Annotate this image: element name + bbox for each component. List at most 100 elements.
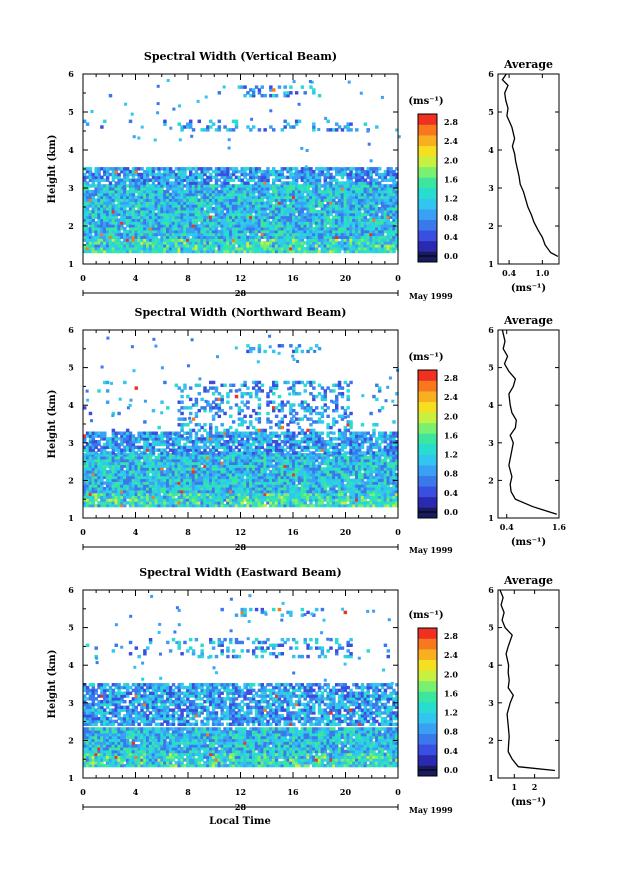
heatmap-cell bbox=[146, 486, 150, 491]
heatmap-cell bbox=[148, 453, 153, 457]
heatmap-cell bbox=[332, 249, 336, 254]
heatmap-cell bbox=[151, 178, 156, 182]
heatmap-cell bbox=[131, 501, 136, 505]
heatmap-cell bbox=[111, 501, 116, 505]
heatmap-cell bbox=[105, 495, 110, 499]
heatmap-cell bbox=[146, 178, 150, 182]
heatmap-cell bbox=[188, 189, 193, 194]
heatmap-cell bbox=[220, 489, 224, 494]
heatmap-cell bbox=[229, 229, 233, 234]
heatmap-cell bbox=[209, 232, 213, 237]
heatmap-cell bbox=[323, 175, 328, 180]
heatmap-cell bbox=[168, 453, 173, 457]
heatmap-cell bbox=[83, 495, 87, 499]
heatmap-cell bbox=[323, 503, 328, 508]
heatmap-cell bbox=[206, 455, 210, 460]
heatmap-cell bbox=[263, 246, 267, 251]
heatmap-cell bbox=[383, 244, 388, 248]
heatmap-cell bbox=[303, 195, 307, 200]
heatmap-cell bbox=[214, 486, 219, 491]
heatmap-cell bbox=[372, 241, 376, 245]
heatmap-cell bbox=[100, 249, 104, 254]
heatmap-cell bbox=[146, 472, 150, 477]
heatmap-cell bbox=[186, 501, 190, 505]
heatmap-cell bbox=[372, 221, 376, 225]
heatmap-cell bbox=[246, 498, 250, 502]
heatmap-cell bbox=[197, 241, 202, 245]
heatmap-cell bbox=[329, 167, 333, 171]
heatmap-cell bbox=[229, 484, 233, 488]
heatmap-cell bbox=[168, 226, 173, 231]
heatmap-cell bbox=[88, 169, 93, 174]
heatmap-cell bbox=[117, 192, 121, 197]
heatmap-cell bbox=[389, 204, 393, 208]
heatmap-cell bbox=[269, 249, 273, 254]
heatmap-cell bbox=[111, 484, 116, 488]
heatmap-cell bbox=[223, 212, 227, 217]
heatmap-cell bbox=[220, 461, 224, 466]
heatmap-cell bbox=[372, 184, 376, 188]
heatmap-cell bbox=[131, 235, 136, 239]
heatmap-cell bbox=[263, 189, 267, 194]
heatmap-cell bbox=[286, 478, 290, 482]
heatmap-cell bbox=[289, 91, 293, 95]
heatmap-cell bbox=[117, 204, 121, 208]
heatmap-cell bbox=[214, 229, 219, 234]
heatmap-cell bbox=[85, 169, 90, 174]
heatmap-cell bbox=[105, 470, 110, 474]
heatmap-cell bbox=[369, 226, 373, 231]
heatmap-cell bbox=[289, 175, 293, 180]
heatmap-cell bbox=[220, 187, 224, 191]
heatmap-cell bbox=[395, 218, 399, 222]
heatmap-cell bbox=[294, 478, 299, 482]
heatmap-cell bbox=[143, 244, 147, 248]
heatmap-cell bbox=[85, 209, 90, 214]
heatmap-cell bbox=[200, 486, 204, 491]
heatmap-cell bbox=[143, 224, 147, 228]
heatmap-cell bbox=[289, 470, 293, 474]
heatmap-cell bbox=[357, 238, 362, 242]
heatmap-cell bbox=[237, 235, 242, 239]
heatmap-cell bbox=[148, 195, 153, 200]
heatmap-cell bbox=[363, 209, 368, 214]
heatmap-cell bbox=[312, 464, 316, 468]
heatmap-cell bbox=[191, 195, 196, 200]
heatmap-cell bbox=[100, 481, 104, 485]
heatmap-cell bbox=[177, 481, 181, 485]
heatmap-cell bbox=[297, 453, 302, 457]
heatmap-cell bbox=[206, 178, 210, 182]
heatmap-cell bbox=[163, 184, 167, 188]
heatmap-cell bbox=[211, 192, 216, 197]
heatmap-cell bbox=[257, 481, 262, 485]
heatmap-cell bbox=[157, 467, 161, 471]
heatmap-cell bbox=[111, 187, 116, 191]
heatmap-cell bbox=[314, 172, 319, 177]
heatmap-cell bbox=[105, 235, 110, 239]
heatmap-cell bbox=[197, 119, 202, 124]
heatmap-cell bbox=[123, 461, 127, 466]
heatmap-cell bbox=[352, 167, 356, 171]
heatmap-cell bbox=[91, 475, 96, 480]
heatmap-cell bbox=[214, 178, 219, 182]
heatmap-cell bbox=[177, 224, 181, 228]
heatmap-cell bbox=[140, 475, 144, 480]
heatmap-cell bbox=[214, 221, 219, 225]
heatmap-cell bbox=[186, 461, 190, 466]
heatmap-cell bbox=[211, 215, 216, 219]
heatmap-cell bbox=[140, 212, 144, 217]
heatmap-cell bbox=[194, 464, 199, 468]
heatmap-cell bbox=[180, 489, 184, 494]
heatmap-cell bbox=[292, 215, 296, 219]
heatmap-cell bbox=[269, 195, 273, 200]
heatmap-cell bbox=[335, 221, 339, 225]
heatmap-cell bbox=[249, 204, 253, 208]
heatmap-cell bbox=[286, 122, 290, 126]
heatmap-cell bbox=[103, 501, 107, 505]
heatmap-cell bbox=[375, 224, 379, 228]
heatmap-cell bbox=[395, 238, 399, 242]
heatmap-cell bbox=[257, 238, 262, 242]
heatmap-cell bbox=[395, 204, 399, 208]
heatmap-cell bbox=[163, 470, 167, 474]
heatmap-cell bbox=[122, 180, 126, 184]
